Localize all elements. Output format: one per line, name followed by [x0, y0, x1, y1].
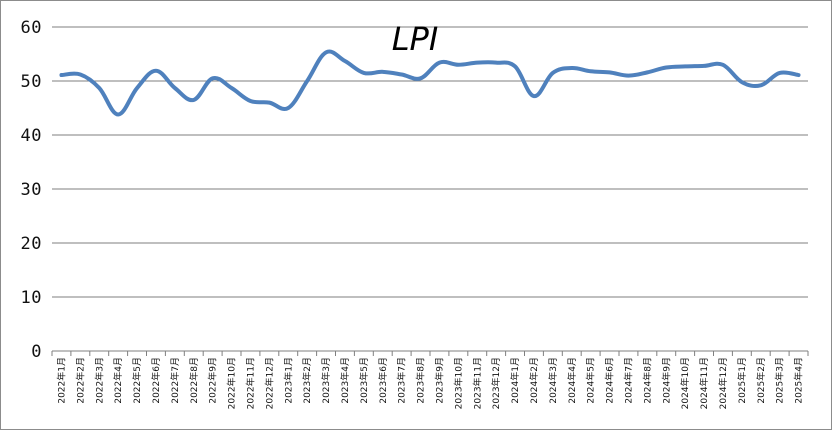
y-tick-label: 10: [21, 288, 42, 308]
x-tick-label: 2023年10月: [452, 357, 464, 409]
x-tick-label: 2024年9月: [660, 357, 672, 404]
y-tick-label: 50: [21, 72, 42, 92]
x-tick-label: 2024年6月: [604, 357, 616, 404]
series-layer: [59, 49, 801, 117]
series-line: [59, 49, 801, 117]
x-tick-label: 2024年7月: [622, 357, 634, 404]
x-tick-label: 2022年3月: [93, 357, 105, 404]
x-tick-label: 2024年11月: [698, 357, 710, 409]
x-tick-label: 2022年12月: [263, 357, 275, 409]
axis-layer: [51, 350, 809, 356]
x-tick-label: 2024年2月: [528, 357, 540, 404]
x-tick-label: 2025年4月: [793, 357, 805, 404]
x-tick-labels: 2022年1月 2022年2月 2022年3月 2022年4月 2022年5月 2022年…: [55, 357, 804, 409]
y-tick-labels: 0 10 20 30 40 50 60: [21, 18, 42, 362]
x-tick-label: 2022年5月: [131, 357, 143, 404]
x-tick-label: 2024年10月: [679, 357, 691, 409]
x-tick-label: 2022年10月: [226, 357, 238, 409]
x-tick-label: 2023年7月: [396, 357, 408, 404]
x-tick-label: 2025年3月: [774, 357, 786, 404]
y-tick-label: 20: [21, 234, 42, 254]
x-tick-label: 2022年2月: [74, 357, 86, 404]
x-tick-label: 2023年6月: [377, 357, 389, 404]
y-tick-label: 0: [31, 342, 42, 362]
grid-layer: [52, 26, 808, 298]
x-tick-label: 2022年7月: [169, 357, 181, 404]
x-tick-label: 2023年4月: [339, 357, 351, 404]
x-tick-label: 2023年11月: [471, 357, 483, 409]
x-tick-label: 2023年9月: [433, 357, 445, 404]
x-tick-label: 2023年12月: [490, 357, 502, 409]
x-tick-label: 2022年9月: [207, 357, 219, 404]
x-tick-label: 2023年8月: [415, 357, 427, 404]
x-tick-label: 2023年5月: [358, 357, 370, 404]
x-tick-label: 2022年4月: [112, 357, 124, 404]
x-tick-label: 2025年2月: [755, 357, 767, 404]
x-tick-label: 2023年3月: [320, 357, 332, 404]
x-tick-label: 2024年4月: [566, 357, 578, 404]
x-tick-label: 2024年3月: [547, 357, 559, 404]
x-tick-label: 2023年2月: [301, 357, 313, 404]
x-tick-label: 2023年1月: [282, 357, 294, 404]
chart-title: LPI: [392, 20, 439, 58]
x-tick-label: 2024年5月: [585, 357, 597, 404]
x-tick-label: 2022年6月: [150, 357, 162, 404]
x-tick-label: 2024年8月: [641, 357, 653, 404]
x-tick-label: 2022年11月: [244, 357, 256, 409]
x-tick-label: 2025年1月: [736, 357, 748, 404]
y-tick-label: 30: [21, 180, 42, 200]
x-tick-label: 2024年12月: [717, 357, 729, 409]
y-tick-label: 40: [21, 126, 42, 146]
x-tick-label: 2022年1月: [55, 357, 67, 404]
x-tick-label: 2024年1月: [509, 357, 521, 404]
y-tick-label: 60: [21, 18, 42, 38]
x-tick-label: 2022年8月: [188, 357, 200, 404]
